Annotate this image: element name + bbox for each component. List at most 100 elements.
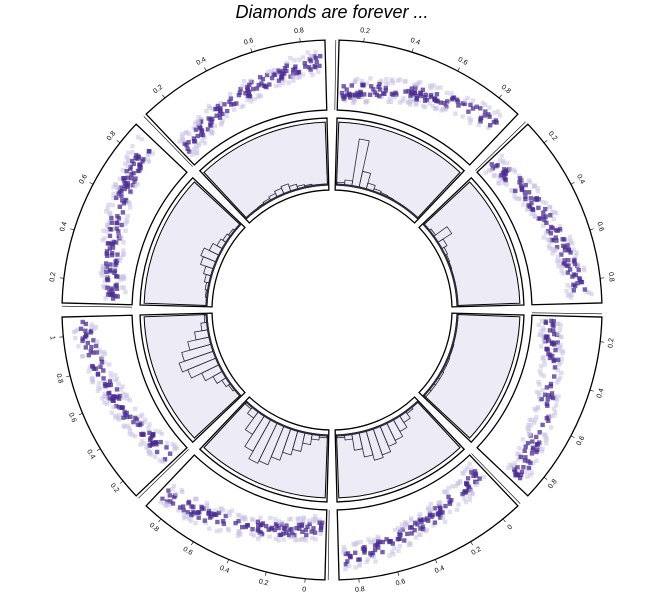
scatter-point	[540, 388, 545, 393]
scatter-point	[104, 264, 109, 269]
scatter-point	[239, 104, 244, 110]
scatter-point	[359, 78, 364, 84]
scatter-point	[556, 264, 561, 269]
scatter-point	[567, 238, 572, 243]
scatter-point	[245, 87, 250, 92]
scatter-point	[438, 100, 443, 105]
scatter-point	[536, 205, 541, 211]
scatter-point	[550, 237, 555, 243]
scatter-point	[104, 209, 109, 214]
scatter-point	[166, 488, 171, 493]
scatter-point	[250, 86, 256, 92]
scatter-point	[267, 534, 272, 539]
scatter-point	[540, 422, 545, 428]
scatter-point	[263, 84, 268, 89]
scatter-point	[424, 527, 429, 533]
scatter-point	[467, 497, 472, 502]
scatter-point	[118, 234, 123, 240]
scatter-point	[413, 101, 419, 106]
scatter-point	[376, 84, 381, 90]
scatter-point	[159, 431, 164, 437]
scatter-point	[83, 334, 88, 340]
scatter-point	[107, 233, 113, 239]
scatter-point	[376, 536, 381, 541]
scatter-point	[180, 138, 186, 143]
scatter-point	[538, 344, 544, 349]
scatter-point	[116, 229, 121, 234]
scatter-point	[277, 83, 282, 88]
scatter-point	[194, 119, 200, 124]
scatter-point	[565, 243, 570, 248]
scatter-point	[98, 364, 103, 370]
scatter-point	[434, 85, 440, 91]
histogram-bar	[203, 314, 209, 324]
scatter-point	[127, 428, 133, 433]
scatter-point	[550, 340, 555, 345]
scatter-sector-frame	[145, 454, 328, 581]
scatter-point	[251, 533, 256, 538]
scatter-point	[298, 516, 303, 521]
scatter-point	[577, 276, 582, 281]
scatter-point	[571, 272, 577, 277]
scatter-point	[223, 513, 228, 519]
scatter-point	[162, 501, 167, 507]
scatter-point	[157, 429, 162, 434]
scatter-point	[408, 93, 413, 98]
scatter-point	[232, 107, 237, 112]
scatter-point	[105, 285, 110, 290]
scatter-point	[409, 86, 414, 91]
tick-mark	[543, 476, 548, 480]
scatter-point	[122, 186, 127, 192]
scatter-point	[119, 222, 124, 228]
tick-label: 0.6	[595, 221, 605, 232]
scatter-point	[449, 91, 454, 96]
scatter-point	[465, 466, 470, 471]
scatter-point	[115, 395, 120, 400]
scatter-point	[410, 99, 415, 104]
scatter-point	[167, 493, 172, 498]
scatter-point	[106, 391, 111, 396]
scatter-point	[196, 515, 201, 520]
scatter-point	[505, 160, 510, 166]
scatter-point	[362, 92, 367, 97]
scatter-point	[108, 374, 114, 379]
scatter-point	[218, 528, 223, 533]
scatter-point	[185, 510, 190, 515]
scatter-point	[233, 520, 238, 526]
scatter-point	[558, 342, 563, 348]
scatter-point	[414, 82, 419, 87]
scatter-point	[386, 99, 391, 104]
scatter-point	[552, 413, 557, 418]
scatter-point	[89, 375, 95, 381]
scatter-point	[531, 210, 536, 216]
scatter-point	[196, 141, 202, 146]
scatter-point	[529, 211, 534, 217]
scatter-point	[540, 447, 545, 452]
scatter-point	[291, 78, 296, 83]
scatter-point	[523, 194, 528, 199]
scatter-point	[301, 516, 306, 521]
scatter-point	[240, 524, 245, 530]
scatter-point	[306, 65, 312, 70]
scatter-point	[104, 269, 109, 274]
scatter-point	[497, 113, 503, 118]
scatter-point	[78, 326, 84, 331]
scatter-point	[300, 72, 306, 77]
scatter-point	[348, 95, 353, 100]
scatter-point	[517, 445, 522, 451]
scatter-point	[147, 450, 153, 455]
scatter-point	[126, 158, 131, 164]
scatter-point	[83, 345, 88, 350]
scatter-point	[534, 197, 539, 203]
scatter-point	[399, 522, 405, 527]
scatter-point	[215, 519, 220, 525]
scatter-point	[104, 401, 109, 406]
scatter-point	[236, 92, 242, 98]
scatter-point	[581, 268, 587, 273]
scatter-point	[73, 329, 78, 334]
scatter-point	[310, 72, 315, 78]
scatter-point	[372, 547, 378, 553]
scatter-point	[184, 129, 189, 135]
scatter-point	[107, 246, 112, 251]
